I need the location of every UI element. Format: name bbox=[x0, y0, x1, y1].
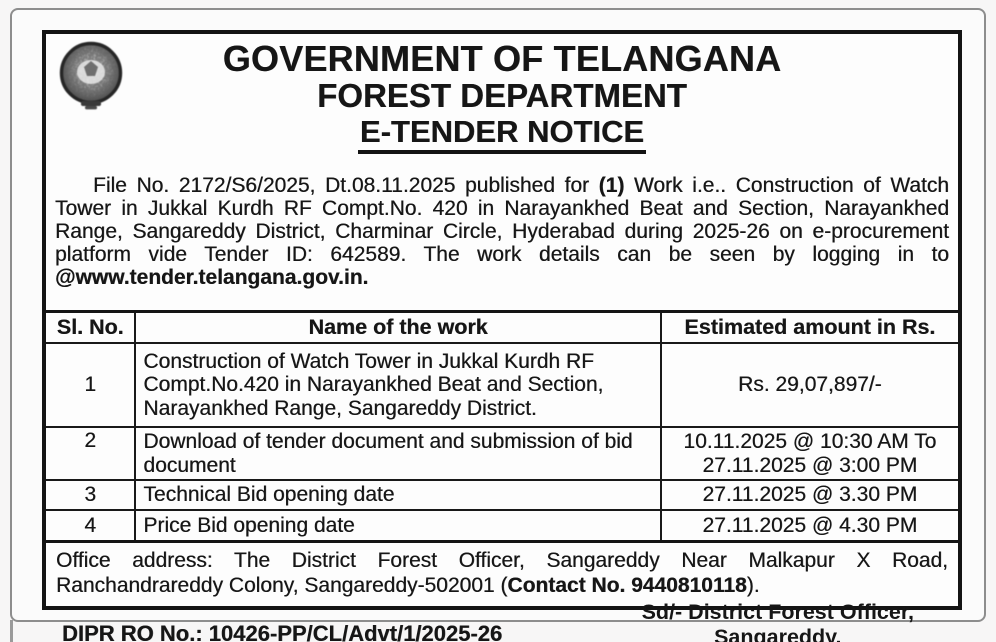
contact-number: Contact No. 9440810118 bbox=[507, 573, 747, 597]
office-address-end: ). bbox=[746, 573, 760, 597]
notice-footer: Office address: The District Forest Offi… bbox=[46, 543, 958, 642]
title-department: FOREST DEPARTMENT bbox=[317, 77, 687, 114]
tender-details-table: Sl. No. Name of the work Estimated amoun… bbox=[46, 310, 958, 543]
office-address-text: Office address: The District Forest Offi… bbox=[56, 548, 948, 597]
cell-technical-bid-date: 27.11.2025 @ 3.30 PM bbox=[660, 479, 958, 511]
tender-notice-paper: GOVERNMENT OF TELANGANA FOREST DEPARTMEN… bbox=[42, 30, 962, 642]
signature-block: Sd/- District Forest Officer, Sangareddy… bbox=[642, 600, 914, 642]
signature-designation: Sd/- District Forest Officer, bbox=[641, 599, 914, 624]
cell-sl-no: 4 bbox=[46, 509, 137, 542]
cell-sl-no: 2 bbox=[46, 426, 137, 481]
tender-website-url: @www.tender.telangana.gov.in. bbox=[55, 266, 369, 289]
col-header-sl-no: Sl. No. bbox=[46, 310, 137, 344]
dipr-ro-number: DIPR RO No.: 10426-PP/CL/Advt/1/2025-26 bbox=[62, 620, 503, 642]
col-header-estimated-amount: Estimated amount in Rs. bbox=[660, 310, 958, 344]
table-row-download-dates: 2 Download of tender document and submis… bbox=[46, 426, 958, 481]
cell-sl-no: 1 bbox=[46, 342, 137, 428]
table-row-work: 1 Construction of Watch Tower in Jukkal … bbox=[46, 342, 958, 428]
notice-header: GOVERNMENT OF TELANGANA FOREST DEPARTMEN… bbox=[46, 34, 958, 154]
table-header-row: Sl. No. Name of the work Estimated amoun… bbox=[46, 310, 958, 344]
intro-text-start: File No. 2172/S6/2025, Dt.08.11.2025 pub… bbox=[93, 174, 599, 197]
cell-price-bid-date: 27.11.2025 @ 4.30 PM bbox=[660, 509, 958, 542]
signature-place: Sangareddy. bbox=[714, 624, 842, 642]
cell-download-submission: Download of tender document and submissi… bbox=[135, 426, 662, 481]
cell-estimated-amount: Rs. 29,07,897/- bbox=[660, 342, 958, 428]
cell-price-bid-label: Price Bid opening date bbox=[135, 509, 662, 542]
col-header-work-name: Name of the work bbox=[135, 310, 662, 344]
title-etender-notice: E-TENDER NOTICE bbox=[357, 114, 647, 154]
intro-work-count: (1) bbox=[598, 174, 625, 197]
cell-download-period: 10.11.2025 @ 10:30 AM To 27.11.2025 @ 3:… bbox=[660, 426, 958, 481]
cell-sl-no: 3 bbox=[46, 479, 137, 511]
table-row-price-bid: 4 Price Bid opening date 27.11.2025 @ 4.… bbox=[46, 509, 958, 542]
cell-technical-bid-label: Technical Bid opening date bbox=[135, 479, 662, 511]
cell-work-name: Construction of Watch Tower in Jukkal Ku… bbox=[135, 342, 662, 428]
intro-paragraph: File No. 2172/S6/2025, Dt.08.11.2025 pub… bbox=[46, 171, 958, 289]
table-row-technical-bid: 3 Technical Bid opening date 27.11.2025 … bbox=[46, 479, 958, 511]
title-government: GOVERNMENT OF TELANGANA bbox=[222, 38, 782, 79]
intro-text-middle: Work i.e.. Construction of Watch Tower i… bbox=[55, 174, 949, 266]
notice-titles: GOVERNMENT OF TELANGANA FOREST DEPARTMEN… bbox=[46, 34, 958, 154]
office-address: Office address: The District Forest Offi… bbox=[56, 548, 948, 598]
telangana-emblem-icon bbox=[59, 41, 123, 110]
scan-frame-tail bbox=[10, 620, 13, 642]
